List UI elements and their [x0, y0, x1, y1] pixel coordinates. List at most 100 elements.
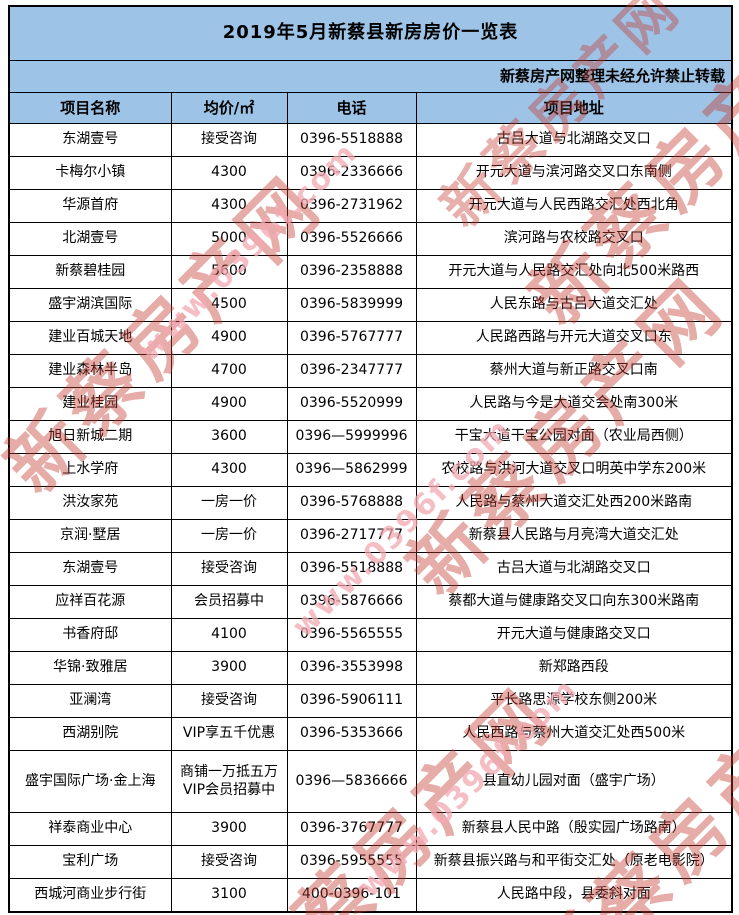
price-cell: 接受咨询 [170, 552, 288, 586]
phone-cell: 0396-5353666 [286, 717, 417, 751]
table-row: 西城河商业步行街 3100 400-0396-101 人民路中段，县委斜对面 [8, 878, 733, 912]
phone-cell: 0396-5876666 [286, 585, 417, 619]
project-name-cell: 祥泰商业中心 [8, 812, 172, 846]
address-cell: 人民路中段，县委斜对面 [415, 878, 733, 912]
address-cell: 滨河路与农校路交叉口 [415, 222, 733, 256]
price-cell: 会员招募中 [170, 585, 288, 619]
price-table: 2019年5月新蔡县新房房价一览表 新蔡房产网整理未经允许禁止转载 项目名称 均价… [8, 5, 733, 913]
phone-cell: 400-0396-101 [286, 878, 417, 912]
address-cell: 蔡州大道与新正路交叉口南 [415, 354, 733, 388]
project-name-cell: 西湖别院 [8, 717, 172, 751]
phone-cell: 0396-5768888 [286, 486, 417, 520]
table-row: 新蔡碧桂园 5600 0396-2358888 开元大道与人民路交汇处向北500米路西 [8, 255, 733, 289]
price-cell: 4700 [170, 354, 288, 388]
phone-cell: 0396-5518888 [286, 552, 417, 586]
table-row: 东湖壹号 接受咨询 0396-5518888 古吕大道与北湖路交叉口 [8, 552, 733, 586]
address-cell: 农校路与洪河大道交叉口明英中学东200米 [415, 453, 733, 487]
address-cell: 新蔡县人民中路（殷实园广场路南） [415, 812, 733, 846]
price-cell: 5000 [170, 222, 288, 256]
price-cell: 4300 [170, 156, 288, 190]
address-cell: 新蔡县人民路与月亮湾大道交汇处 [415, 519, 733, 553]
phone-cell: 0396-5906111 [286, 684, 417, 718]
phone-cell: 0396-5565555 [286, 618, 417, 652]
phone-cell: 0396-5767777 [286, 321, 417, 355]
address-cell: 人民西路与蔡州大道交汇处西500米 [415, 717, 733, 751]
column-header-1: 均价/㎡ [170, 92, 288, 124]
project-name-cell: 亚澜湾 [8, 684, 172, 718]
table-row: 亚澜湾 接受咨询 0396-5906111 平长路思源学校东侧200米 [8, 684, 733, 718]
phone-cell: 0396-5955555 [286, 845, 417, 879]
phone-cell: 0396-2358888 [286, 255, 417, 289]
project-name-cell: 华源首府 [8, 189, 172, 223]
price-cell: 3100 [170, 878, 288, 912]
price-cell: 接受咨询 [170, 123, 288, 157]
table-row: 盛宇国际广场·金上海 商铺一万抵五万VIP会员招募中 0396—5836666 县直幼… [8, 750, 733, 813]
table-row: 建业百城天地 4900 0396-5767777 人民路西路与开元大道交叉口东 [8, 321, 733, 355]
project-name-cell: 旭日新城二期 [8, 420, 172, 454]
price-cell: 5600 [170, 255, 288, 289]
price-cell: 一房一价 [170, 486, 288, 520]
table-row: 京润·墅居 一房一价 0396-2717777 新蔡县人民路与月亮湾大道交汇处 [8, 519, 733, 553]
address-cell: 古吕大道与北湖路交叉口 [415, 552, 733, 586]
phone-cell: 0396—5999996 [286, 420, 417, 454]
project-name-cell: 华锦·致雅居 [8, 651, 172, 685]
project-name-cell: 卡梅尔小镇 [8, 156, 172, 190]
price-cell: 3900 [170, 651, 288, 685]
copyright-notice: 新蔡房产网整理未经允许禁止转载 [8, 60, 733, 93]
table-row: 西湖别院 VIP享五千优惠 0396-5353666 人民西路与蔡州大道交汇处西500… [8, 717, 733, 751]
table-row: 华源首府 4300 0396-2731962 开元大道与人民西路交汇处西北角 [8, 189, 733, 223]
phone-cell: 0396-2717777 [286, 519, 417, 553]
address-cell: 人民路西路与开元大道交叉口东 [415, 321, 733, 355]
column-header-3: 项目地址 [415, 92, 733, 124]
table-row: 应祥百花源 会员招募中 0396-5876666 蔡都大道与健康路交叉口向东300米路… [8, 585, 733, 619]
address-cell: 古吕大道与北湖路交叉口 [415, 123, 733, 157]
address-cell: 人民路与今是大道交会处南300米 [415, 387, 733, 421]
title-row: 2019年5月新蔡县新房房价一览表 [8, 5, 733, 61]
address-cell: 人民东路与古吕大道交汇处 [415, 288, 733, 322]
address-cell: 县直幼儿园对面（盛宇广场） [415, 750, 733, 813]
price-cell: 4100 [170, 618, 288, 652]
project-name-cell: 东湖壹号 [8, 552, 172, 586]
table-row: 盛宇湖滨国际 4500 0396-5839999 人民东路与古吕大道交汇处 [8, 288, 733, 322]
phone-cell: 0396-2731962 [286, 189, 417, 223]
price-cell: 商铺一万抵五万VIP会员招募中 [170, 750, 288, 813]
phone-cell: 0396-3553998 [286, 651, 417, 685]
price-cell: 4300 [170, 453, 288, 487]
table-row: 祥泰商业中心 3900 0396-3767777 新蔡县人民中路（殷实园广场路南） [8, 812, 733, 846]
project-name-cell: 洪汝家苑 [8, 486, 172, 520]
phone-cell: 0396-5839999 [286, 288, 417, 322]
project-name-cell: 应祥百花源 [8, 585, 172, 619]
table-row: 建业森林半岛 4700 0396-2347777 蔡州大道与新正路交叉口南 [8, 354, 733, 388]
project-name-cell: 建业桂园 [8, 387, 172, 421]
project-name-cell: 书香府邸 [8, 618, 172, 652]
table-row: 华锦·致雅居 3900 0396-3553998 新郑路西段 [8, 651, 733, 685]
project-name-cell: 建业百城天地 [8, 321, 172, 355]
price-cell: 接受咨询 [170, 684, 288, 718]
notice-row: 新蔡房产网整理未经允许禁止转载 [8, 60, 733, 93]
phone-cell: 0396-3767777 [286, 812, 417, 846]
address-cell: 新郑路西段 [415, 651, 733, 685]
page-title: 2019年5月新蔡县新房房价一览表 [8, 5, 733, 61]
project-name-cell: 宝利广场 [8, 845, 172, 879]
column-header-row: 项目名称 均价/㎡ 电话 项目地址 [8, 92, 733, 124]
address-cell: 开元大道与健康路交叉口 [415, 618, 733, 652]
price-cell: 4500 [170, 288, 288, 322]
phone-cell: 0396-2347777 [286, 354, 417, 388]
price-cell: 4300 [170, 189, 288, 223]
table-row: 上水学府 4300 0396—5862999 农校路与洪河大道交叉口明英中学东200米 [8, 453, 733, 487]
price-cell: 一房一价 [170, 519, 288, 553]
phone-cell: 0396-5518888 [286, 123, 417, 157]
address-cell: 开元大道与滨河路交叉口东南侧 [415, 156, 733, 190]
address-cell: 干宝大道干宝公园对面（农业局西侧） [415, 420, 733, 454]
address-cell: 人民路与蔡州大道交汇处西200米路南 [415, 486, 733, 520]
table-row: 北湖壹号 5000 0396-5526666 滨河路与农校路交叉口 [8, 222, 733, 256]
address-cell: 新蔡县振兴路与和平街交汇处（原老电影院） [415, 845, 733, 879]
project-name-cell: 东湖壹号 [8, 123, 172, 157]
table-row: 旭日新城二期 3600 0396—5999996 干宝大道干宝公园对面（农业局西侧） [8, 420, 733, 454]
table-row: 书香府邸 4100 0396-5565555 开元大道与健康路交叉口 [8, 618, 733, 652]
project-name-cell: 盛宇湖滨国际 [8, 288, 172, 322]
project-name-cell: 京润·墅居 [8, 519, 172, 553]
price-cell: 3900 [170, 812, 288, 846]
table-row: 东湖壹号 接受咨询 0396-5518888 古吕大道与北湖路交叉口 [8, 123, 733, 157]
